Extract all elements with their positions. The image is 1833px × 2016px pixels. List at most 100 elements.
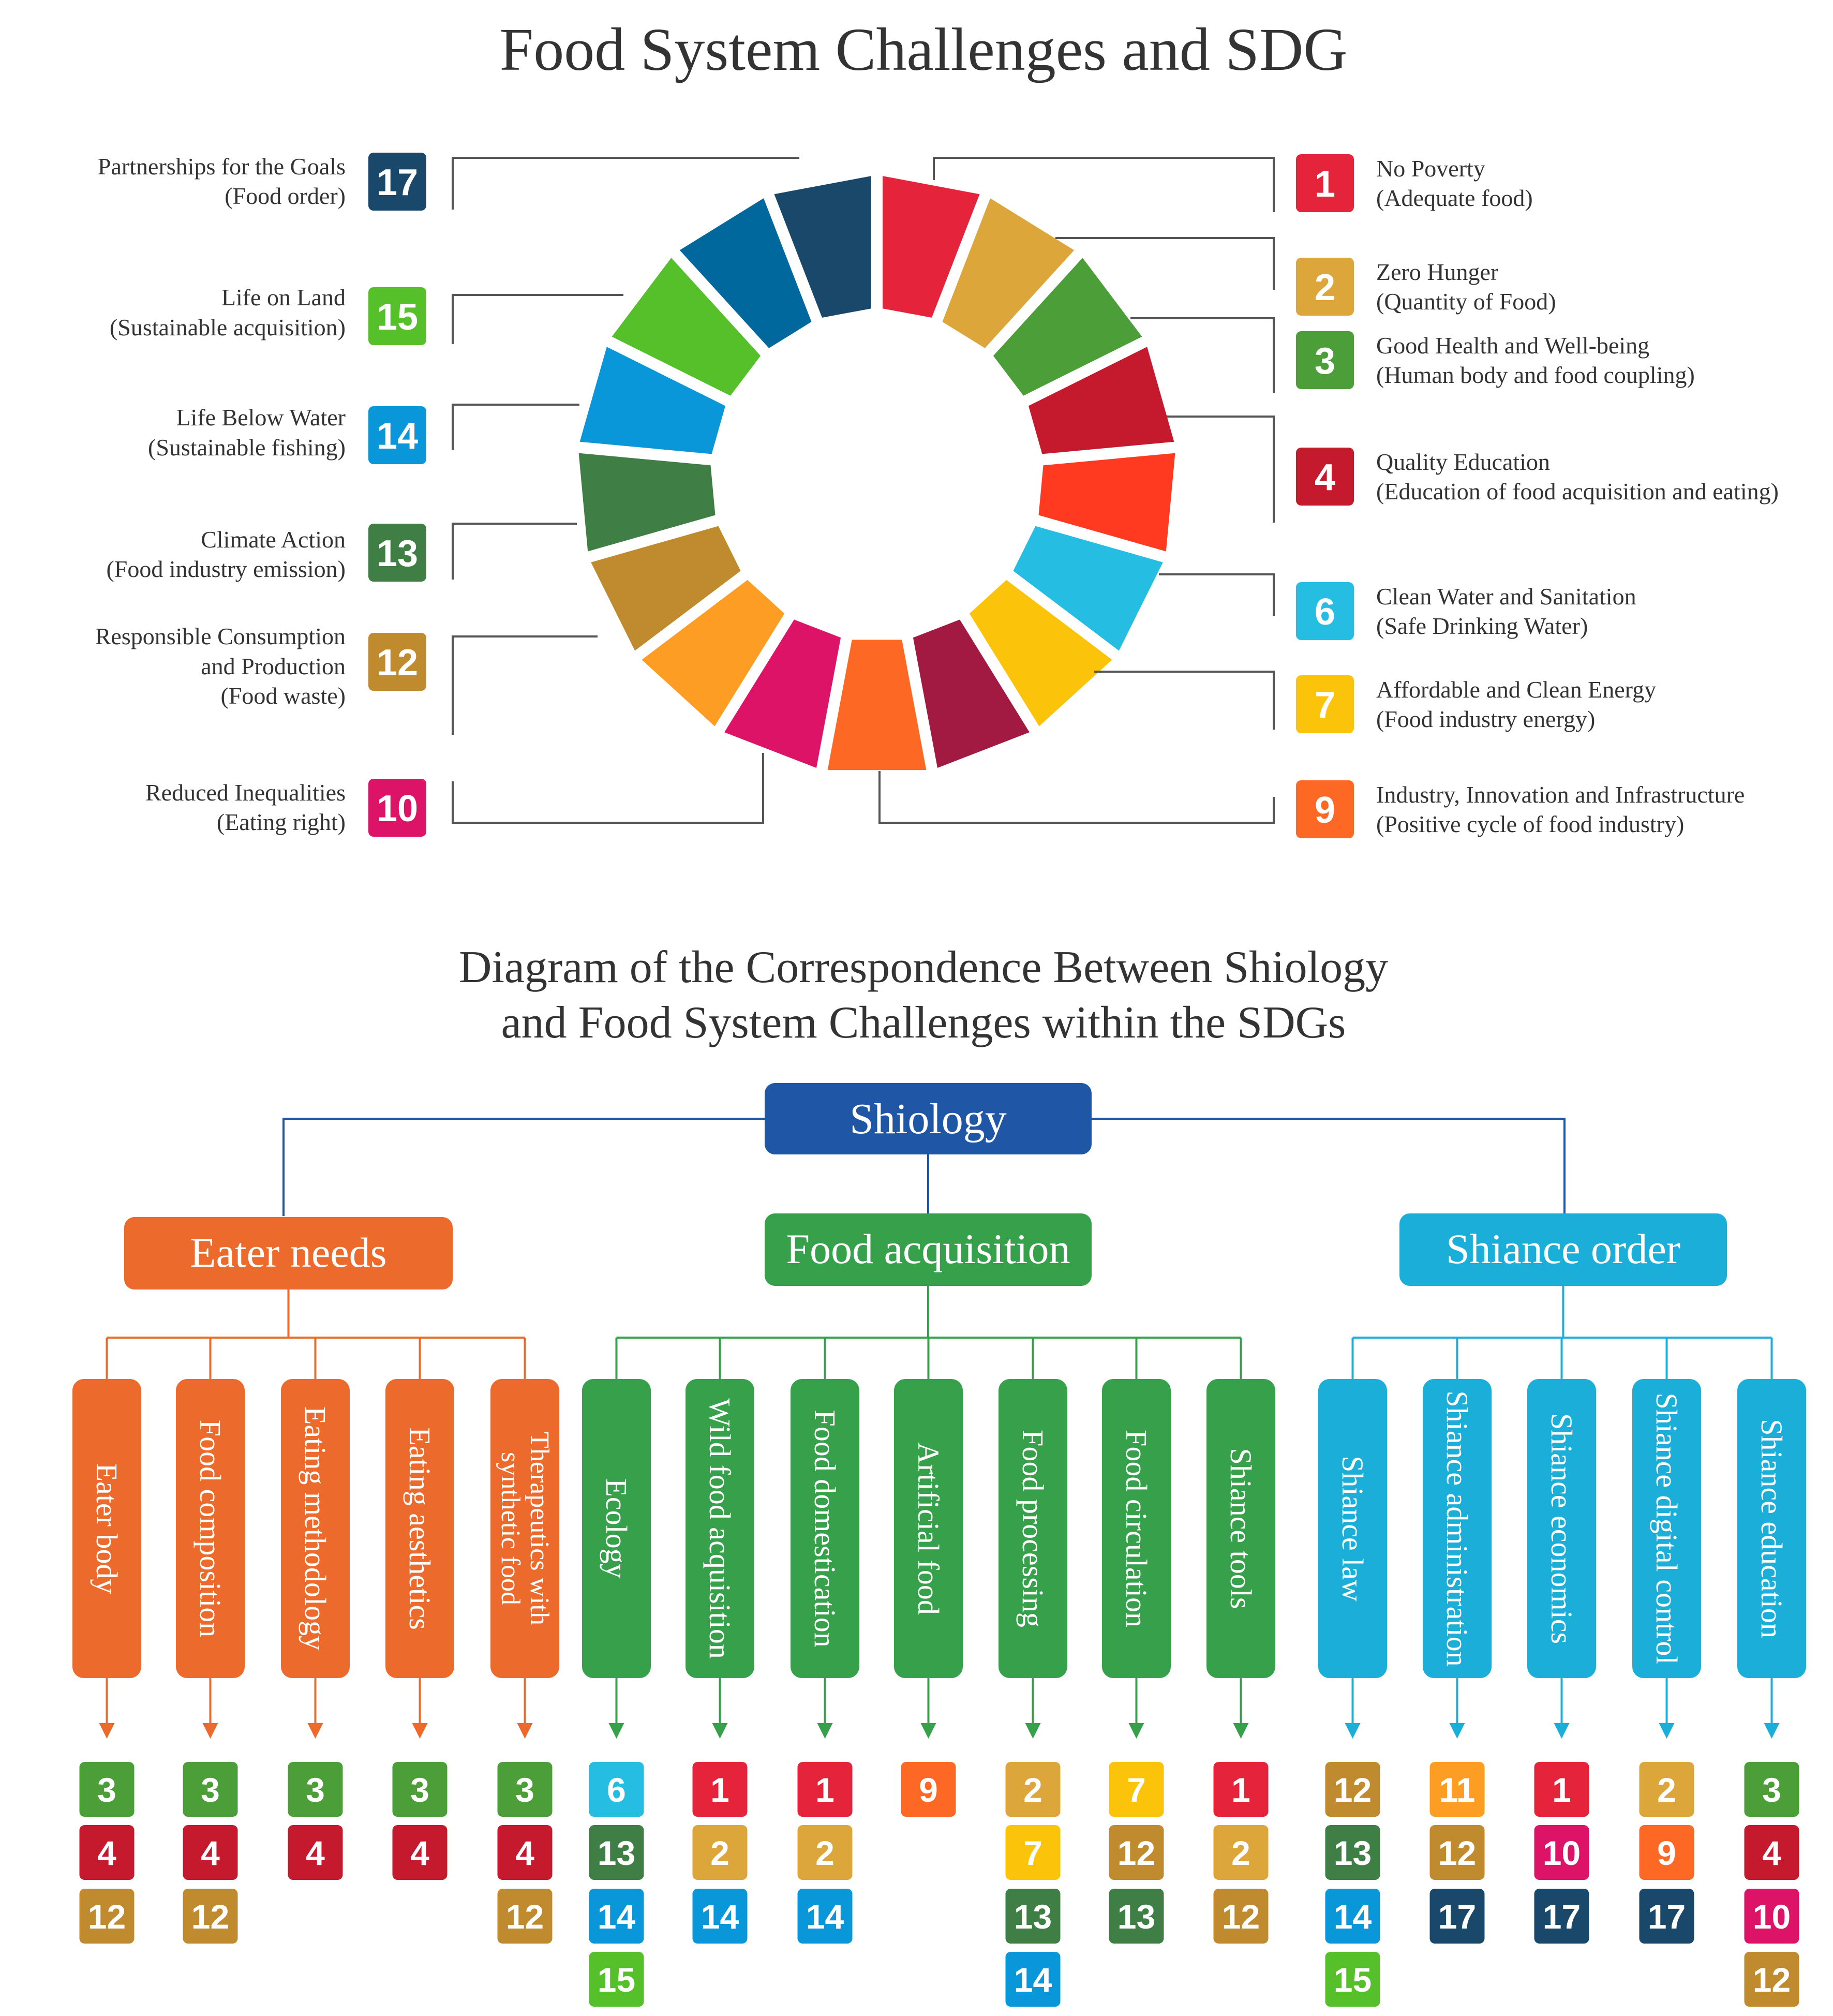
- sdg-badge-12: 12: [497, 1889, 553, 1944]
- sdg-badge-number: 15: [1334, 1961, 1372, 1999]
- goal-title-3: Good Health and Well-being: [1376, 332, 1649, 359]
- title-food-system-challenges: Food System Challenges and SDG: [500, 16, 1348, 83]
- connector-line-1: [933, 157, 1275, 212]
- sdg-badge-number: 4: [97, 1834, 116, 1872]
- item-box: [685, 1379, 754, 1678]
- sdg-badge-12: 12: [1325, 1762, 1380, 1817]
- item-label: Food processing: [1016, 1430, 1050, 1627]
- goal-label-10-line1: Reduced Inequalities: [145, 779, 346, 806]
- sdg-badge-12: 12: [1744, 1952, 1799, 2007]
- goal-subtitle-9: (Positive cycle of food industry): [1376, 811, 1684, 837]
- sdg-badge-number: 4: [1315, 457, 1335, 498]
- sdg-badge-number: 6: [607, 1771, 626, 1809]
- sdg-badge-number: 15: [377, 297, 418, 338]
- sdg-badge-number: 13: [1117, 1898, 1155, 1936]
- arrow-head: [99, 1723, 115, 1739]
- sdg-badge-number: 12: [191, 1898, 229, 1936]
- sdg-badge-number: 10: [377, 788, 418, 829]
- item-ecology: Ecology 6 13 14 15: [582, 1379, 651, 2007]
- sdg-badge-bg: [1005, 1952, 1061, 2007]
- sdg-badge-number: 12: [1222, 1898, 1260, 1936]
- connector-line-12: [452, 635, 598, 735]
- item-artificial-food: Artificial food 9: [894, 1379, 963, 1817]
- item-box: [281, 1379, 350, 1678]
- node-food-acquisition: Food acquisition: [765, 1213, 1092, 1286]
- goal-label-12-line2: and Production: [201, 653, 346, 679]
- wheel-segment-7: [969, 580, 1112, 727]
- item-shiance-administration: Shiance administration 11 12 17: [1423, 1379, 1492, 1944]
- wheel-segment-2: [942, 198, 1075, 348]
- sdg-badge-bg: [1744, 1825, 1799, 1880]
- arrow-head: [1764, 1723, 1780, 1739]
- arrow-head: [1554, 1723, 1570, 1739]
- sdg-badge-bg: [368, 779, 426, 837]
- item-label: Ecology: [600, 1478, 633, 1578]
- sdg-badge-bg: [368, 633, 426, 691]
- item-label: Shiance digital control: [1650, 1392, 1683, 1664]
- goal-title-2: Zero Hunger: [1376, 259, 1498, 285]
- sdg-badge-13: 13: [589, 1825, 644, 1880]
- sdg-badge-bg: [1429, 1762, 1485, 1817]
- goal-subtitle-7: (Food industry energy): [1376, 706, 1595, 732]
- title-correspondence-line2: and Food System Challenges within the SD…: [501, 998, 1346, 1048]
- sdg-badge-number: 12: [377, 642, 418, 684]
- sdg-badge-number: 2: [1657, 1771, 1676, 1809]
- sdg-badge-1: 1: [1296, 154, 1354, 212]
- sdg-badge-bg: [901, 1762, 956, 1817]
- sdg-badge-bg: [797, 1762, 853, 1817]
- item-label: Wild food acquisition: [703, 1398, 737, 1658]
- node-shiology-label: Shiology: [850, 1095, 1006, 1143]
- sdg-badge-bg: [1296, 675, 1354, 733]
- sdg-badge-13: 13: [1005, 1889, 1061, 1944]
- connector-line-9: [452, 294, 623, 344]
- sdg-badge-4: 4: [392, 1825, 448, 1880]
- sdg-badge-bg: [1325, 1952, 1380, 2007]
- sdg-badge-number: 7: [1315, 685, 1335, 726]
- sdg-badge-bg: [288, 1825, 343, 1880]
- sdg-badge-bg: [1109, 1889, 1164, 1944]
- sdg-badge-bg: [392, 1762, 448, 1817]
- connector-line-7: [878, 771, 1275, 824]
- sdg-badge-bg: [1534, 1762, 1589, 1817]
- item-label: Food circulation: [1120, 1430, 1153, 1627]
- sdg-badge-13: 13: [1109, 1889, 1164, 1944]
- sdg-badge-number: 9: [1315, 790, 1335, 831]
- sdg-badge-15: 15: [1325, 1952, 1380, 2007]
- sdg-badge-2: 2: [797, 1825, 853, 1880]
- goal-title-1: No Poverty: [1376, 155, 1485, 182]
- title-correspondence-line1: Diagram of the Correspondence Between Sh…: [459, 942, 1388, 992]
- sdg-badge-1: 1: [1534, 1762, 1589, 1817]
- sdg-badge-3: 3: [1296, 331, 1354, 389]
- sdg-badge-bg: [368, 406, 426, 464]
- item-box: [385, 1379, 454, 1678]
- node-eater-needs: Eater needs: [124, 1217, 453, 1289]
- tree-link-left: [282, 1118, 765, 1216]
- sdg-badge-number: 10: [1543, 1834, 1581, 1872]
- sdg-badge-number: 12: [1334, 1771, 1372, 1809]
- sdg-badge-bg: [589, 1952, 644, 2007]
- sdg-badge-14: 14: [589, 1889, 644, 1944]
- sdg-badge-3: 3: [288, 1762, 343, 1817]
- sdg-badge-1: 1: [797, 1762, 853, 1817]
- sdg-badge-bg: [1429, 1889, 1485, 1944]
- node-food-acquisition-box: [765, 1213, 1092, 1286]
- arrow-head: [202, 1723, 218, 1739]
- goal-label-17-line2: (Food order): [225, 183, 346, 209]
- sdg-badge-bg: [1429, 1825, 1485, 1880]
- item-box: [1318, 1379, 1387, 1678]
- sdg-badge-4: 4: [1744, 1825, 1799, 1880]
- sdg-badge-bg: [497, 1825, 553, 1880]
- item-label: Shiance law: [1336, 1456, 1369, 1602]
- node-food-acquisition-label: Food acquisition: [786, 1225, 1070, 1272]
- wheel-segment-10: [724, 619, 841, 768]
- sdg-badge-bg: [79, 1889, 135, 1944]
- connector-line-5: [1159, 573, 1275, 616]
- sdg-badge-bg: [392, 1825, 448, 1880]
- sdg-badge-bg: [692, 1889, 748, 1944]
- sdg-badge-9: 9: [901, 1762, 956, 1817]
- sdg-badge-bg: [1296, 258, 1354, 316]
- sdg-badge-number: 14: [701, 1898, 739, 1936]
- sdg-badge-13: 13: [1325, 1825, 1380, 1880]
- food-acquisition-links: [615, 1286, 1242, 1379]
- connector-line-11: [452, 523, 577, 580]
